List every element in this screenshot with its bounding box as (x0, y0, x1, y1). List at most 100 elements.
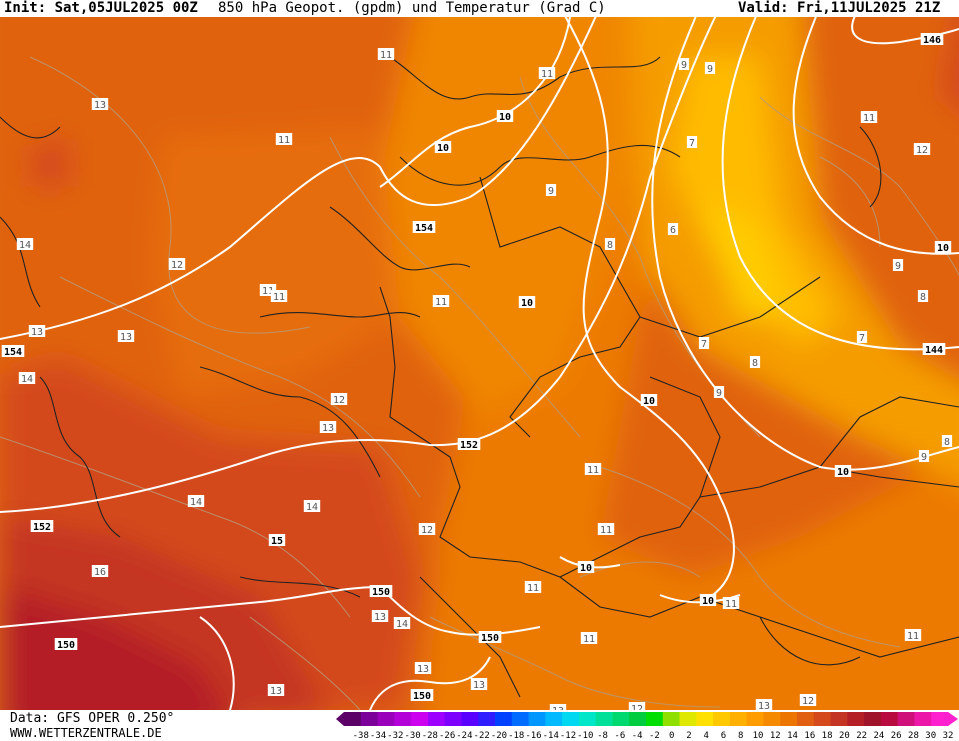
colorbar-tick-label: 32 (943, 731, 954, 740)
temperature-label: 13 (470, 678, 488, 691)
temperature-label: 8 (749, 356, 761, 369)
temperature-label-box (604, 238, 616, 250)
temperature-label-box (860, 111, 878, 123)
temperature-label-text: 14 (19, 240, 31, 251)
temperature-colorbar: -38 -34 -32 -30 -28 -26 -24 -22 -20 -18 -16 -14 -12-… (336, 712, 958, 740)
colorbar-swatch (830, 712, 848, 726)
temperature-label: 11 (597, 523, 615, 536)
temperature-label-box (330, 393, 348, 405)
geopotential-label-text: 150 (481, 633, 499, 644)
colorbar-tick-label: 28 (908, 731, 919, 740)
temperature-label-text: 9 (716, 388, 722, 399)
temperature-label-box (319, 421, 337, 433)
temperature-label: 14 (187, 495, 205, 508)
temperature-label-box (371, 610, 389, 622)
geopotential-label-box (410, 689, 434, 701)
geopotential-label: 154 (1, 345, 25, 358)
temperature-label-text: 12 (333, 395, 345, 406)
temperature-label-text: 12 (171, 260, 183, 271)
isotherm-label-box (699, 594, 717, 606)
colorbar-swatch (578, 712, 597, 726)
temperature-label-text: 11 (435, 297, 447, 308)
colorbar-swatch (780, 712, 798, 726)
colorbar-swatch (931, 712, 949, 726)
colorbar-tick-label: -10 (577, 731, 593, 740)
temperature-label-box (755, 699, 773, 710)
colorbar-tick-label: -28 (422, 731, 438, 740)
colorbar-swatch (394, 712, 412, 726)
temperature-label: 8 (941, 435, 953, 448)
colorbar-tick-label: -6 (614, 731, 625, 740)
temperature-label-box (597, 523, 615, 535)
isotherm-label: 10 (496, 110, 514, 123)
colorbar-swatch (914, 712, 932, 726)
temperature-label: 12 (418, 523, 436, 536)
temperature-field (0, 17, 959, 710)
colorbar-swatch (629, 712, 647, 726)
temperature-label-box (187, 495, 205, 507)
temperature-label-text: 13 (120, 332, 132, 343)
map-footer: Data: GFS OPER 0.250° WWW.WETTERZENTRALE… (0, 710, 959, 741)
geopotential-label: 152 (457, 438, 481, 451)
isotherm-label: 10 (699, 594, 717, 607)
temperature-label-text: 11 (278, 135, 290, 146)
isotherm-label-text: 10 (643, 396, 655, 407)
temperature-label-box (432, 295, 450, 307)
colorbar-tick-label: 6 (721, 731, 726, 740)
temperature-label-box (941, 435, 953, 447)
temperature-label-text: 8 (607, 240, 613, 251)
temperature-label: 14 (393, 617, 411, 630)
temperature-label-box (913, 143, 931, 155)
colorbar-swatch (813, 712, 832, 726)
temperature-label-text: 14 (306, 502, 318, 513)
temperature-label: 8 (917, 290, 929, 303)
temperature-label-text: 14 (396, 619, 408, 630)
geopotential-label-text: 152 (460, 440, 478, 451)
colorbar-tick-label: 0 (669, 731, 674, 740)
temperature-label-box (722, 597, 740, 609)
geopotential-label-box (457, 438, 481, 450)
temperature-label-box (91, 565, 109, 577)
isotherm-label-text: 10 (937, 243, 949, 254)
temperature-label-text: 13 (31, 327, 43, 338)
temperature-label: 11 (524, 581, 542, 594)
geopotential-label-box (922, 343, 946, 355)
isotherm-label: 10 (518, 296, 536, 309)
temperature-label-box (667, 223, 679, 235)
temperature-label-text: 13 (374, 612, 386, 623)
geopotential-label-text: 154 (4, 347, 22, 358)
temperature-label: 13 (755, 699, 773, 710)
temperature-label: 11 (275, 133, 293, 146)
isotherm-label-text: 10 (437, 143, 449, 154)
temperature-label: 13 (117, 330, 135, 343)
colorbar-swatch (444, 712, 462, 726)
temperature-label-box (418, 523, 436, 535)
temperature-label-box (549, 704, 567, 710)
temperature-label: 11 (584, 463, 602, 476)
temperature-label-box (393, 617, 411, 629)
temperature-label-text: 9 (895, 261, 901, 272)
temperature-label-text: 11 (907, 631, 919, 642)
geopotential-label-text: 150 (57, 640, 75, 651)
temperature-label-box (698, 337, 710, 349)
temperature-label-box (377, 48, 395, 60)
colorbar-tick-label: -8 (597, 731, 608, 740)
isotherm-label-box (268, 534, 286, 546)
temperature-label-box (538, 67, 556, 79)
colorbar-tick-label: -12 (560, 731, 576, 740)
temperature-label-text: 11 (600, 525, 612, 536)
temperature-label-text: 12 (802, 696, 814, 707)
temperature-label-text: 8 (920, 292, 926, 303)
temperature-label: 13 (319, 421, 337, 434)
colorbar-swatch (746, 712, 764, 726)
isotherm-label-box (834, 465, 852, 477)
temperature-label-box (414, 662, 432, 674)
isotherm-label-box (496, 110, 514, 122)
colorbar-tick-label: -30 (404, 731, 420, 740)
temperature-label-text: 13 (473, 680, 485, 691)
temperature-label: 13 (371, 610, 389, 623)
colorbar-tick-label: 10 (753, 731, 764, 740)
isotherm-lines (0, 56, 959, 710)
isotherm-label: 10 (934, 241, 952, 254)
